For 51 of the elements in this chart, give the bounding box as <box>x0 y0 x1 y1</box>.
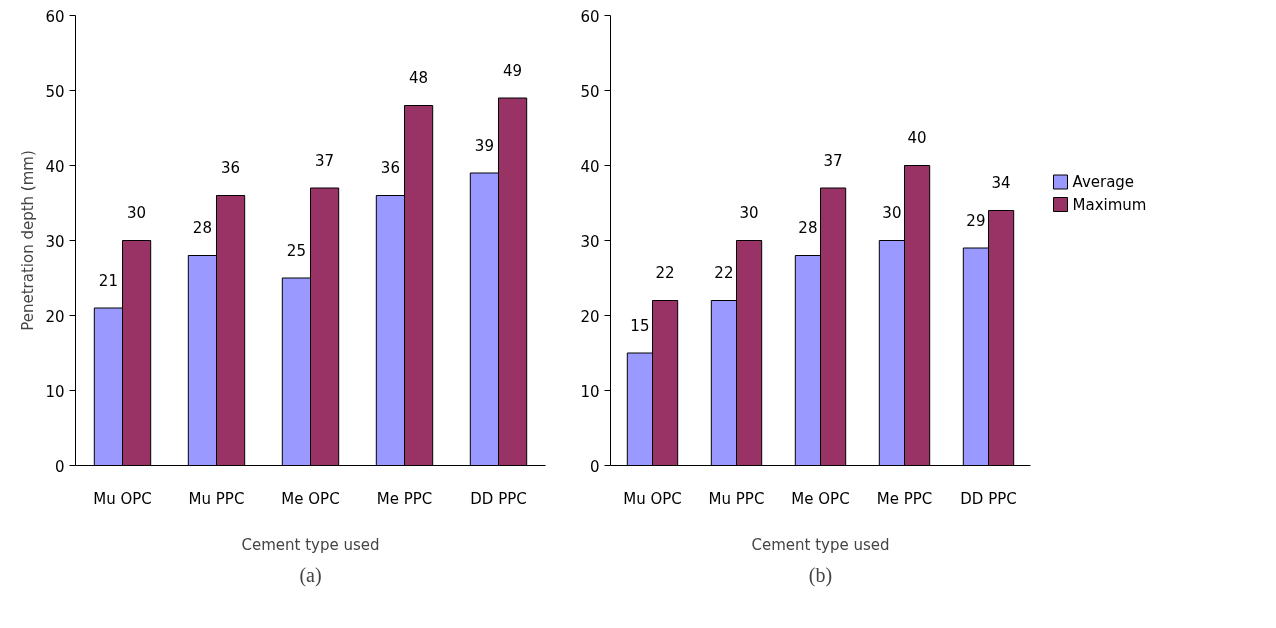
legend-label: Maximum <box>1072 195 1147 214</box>
data-label: 39 <box>474 136 494 155</box>
y-tick-label: 30 <box>45 232 65 251</box>
x-tick-label: DD PPC <box>470 489 527 508</box>
data-label: 49 <box>503 61 523 80</box>
data-label: 40 <box>907 129 927 147</box>
y-tick-label: 10 <box>580 382 600 401</box>
x-tick-label: Mu OPC <box>623 489 682 508</box>
x-tick-label: Mu PPC <box>708 489 765 508</box>
legend-label: Average <box>1072 173 1135 191</box>
x-tick-label: Me OPC <box>281 489 340 508</box>
y-axis-title: Penetration depth (mm) <box>19 150 38 331</box>
data-label: 37 <box>315 151 335 170</box>
x-tick-label: Mu OPC <box>93 489 152 508</box>
data-label: 30 <box>127 204 147 222</box>
y-tick-label: 0 <box>54 457 65 476</box>
data-label: 30 <box>882 204 902 222</box>
data-label: 22 <box>714 264 734 282</box>
y-tick-label: 20 <box>45 307 65 326</box>
y-tick-label: 20 <box>580 307 600 326</box>
y-tick-label: 50 <box>45 82 65 101</box>
data-label: 28 <box>798 219 818 237</box>
data-label: 36 <box>221 159 241 177</box>
data-label: 36 <box>380 159 400 177</box>
x-axis-title: Cement type used <box>751 535 890 554</box>
y-tick-label: 0 <box>589 457 600 476</box>
data-label: 21 <box>98 271 118 290</box>
x-tick-label: DD PPC <box>960 489 1017 508</box>
data-label: 15 <box>630 316 650 335</box>
text: (b) <box>808 563 833 587</box>
y-tick-label: 30 <box>580 232 600 251</box>
data-label: 34 <box>991 174 1011 192</box>
y-tick-label: 40 <box>580 157 600 176</box>
y-tick-label: 60 <box>45 7 65 26</box>
y-tick-label: 10 <box>45 382 65 401</box>
y-tick-label: 50 <box>580 82 600 101</box>
data-label: 48 <box>409 69 429 87</box>
text: (a) <box>299 563 322 587</box>
x-axis-title: Cement type used <box>241 535 380 554</box>
x-tick-label: Me PPC <box>876 489 933 508</box>
y-tick-label: 60 <box>580 7 600 26</box>
x-tick-label: Me OPC <box>791 489 850 508</box>
data-label: 22 <box>655 264 675 282</box>
y-tick-label: 40 <box>45 157 65 176</box>
x-tick-label: Me PPC <box>376 489 433 508</box>
data-label: 25 <box>286 241 306 260</box>
data-label: 28 <box>192 219 212 237</box>
x-tick-label: Mu PPC <box>188 489 245 508</box>
data-label: 30 <box>739 204 759 222</box>
data-label: 37 <box>823 151 843 170</box>
data-label: 29 <box>966 211 986 230</box>
